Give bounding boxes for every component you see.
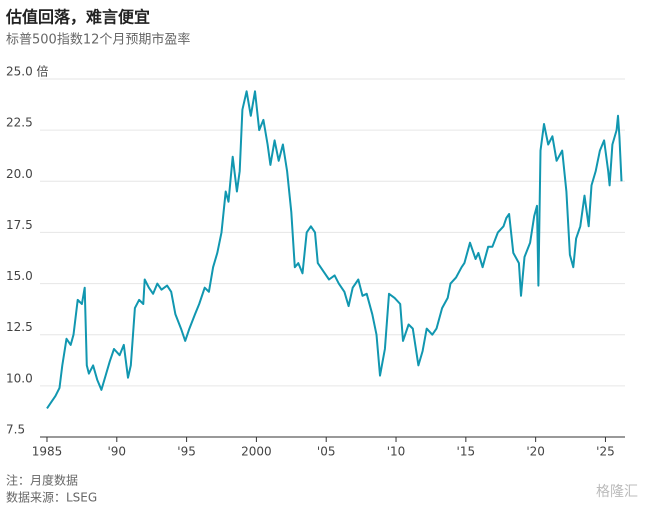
x-tick-label: '10 (387, 445, 406, 459)
x-tick-label: 1985 (32, 445, 63, 459)
watermark: 格隆汇 (596, 484, 638, 500)
x-tick-label: '90 (108, 445, 127, 459)
y-tick-label: 7.5 (6, 423, 25, 437)
x-tick-label: 2000 (241, 445, 272, 459)
x-tick-label: '05 (317, 445, 336, 459)
data-line (46, 90, 623, 409)
y-tick-label: 12.5 (6, 320, 33, 334)
y-tick-label: 22.5 (6, 116, 33, 130)
y-tick-label: 25.0 倍 (6, 64, 49, 79)
chart-subtitle: 标普500指数12个月预期市盈率 (6, 32, 190, 48)
chart-title: 估值回落，难言便宜 (5, 8, 150, 27)
note: 注：月度数据 (6, 473, 78, 488)
source: 数据来源：LSEG (6, 490, 97, 505)
y-tick-label: 15.0 (6, 269, 33, 283)
x-tick-label: '95 (177, 445, 196, 459)
y-tick-label: 10.0 (6, 371, 33, 385)
x-tick-label: '25 (596, 445, 615, 459)
y-tick-label: 20.0 (6, 167, 33, 181)
x-tick-label: '15 (457, 445, 476, 459)
y-tick-label: 17.5 (6, 218, 33, 232)
x-tick-label: '20 (526, 445, 545, 459)
